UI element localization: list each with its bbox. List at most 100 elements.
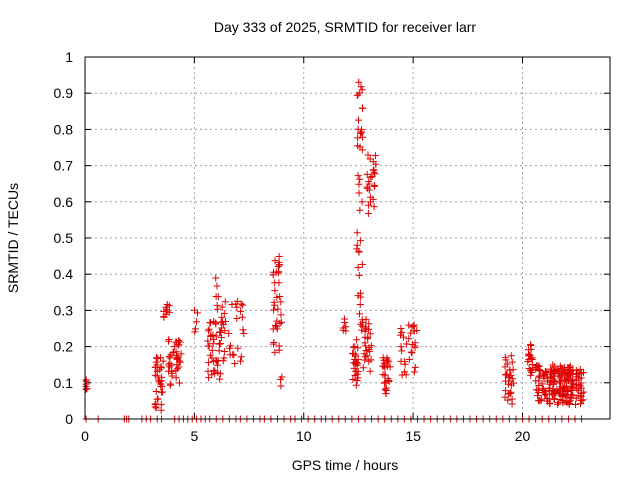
data-point bbox=[352, 358, 360, 366]
data-point bbox=[352, 352, 360, 360]
data-point bbox=[398, 328, 406, 336]
data-point bbox=[543, 368, 551, 376]
data-point bbox=[576, 370, 584, 378]
data-point bbox=[547, 365, 555, 373]
data-point bbox=[549, 369, 557, 377]
data-point bbox=[355, 248, 363, 256]
data-point bbox=[504, 396, 512, 404]
data-point bbox=[233, 314, 241, 322]
data-point bbox=[558, 383, 566, 391]
data-point bbox=[157, 406, 165, 414]
data-point bbox=[204, 367, 212, 375]
data-point bbox=[397, 324, 405, 332]
data-point bbox=[549, 391, 557, 399]
y-tick-label: 0.5 bbox=[54, 230, 74, 246]
y-axis-label: SRMTID / TECUs bbox=[5, 183, 21, 293]
data-point bbox=[580, 388, 588, 396]
data-point bbox=[356, 206, 364, 214]
data-point bbox=[233, 303, 241, 311]
data-point bbox=[218, 324, 226, 332]
data-point bbox=[215, 347, 223, 355]
data-point bbox=[158, 382, 166, 390]
data-point bbox=[208, 354, 216, 362]
data-point bbox=[368, 172, 376, 180]
data-point bbox=[542, 390, 550, 398]
data-point bbox=[363, 183, 371, 191]
data-point bbox=[225, 329, 233, 337]
data-point bbox=[152, 404, 160, 412]
data-point bbox=[167, 361, 175, 369]
data-point bbox=[273, 293, 281, 301]
data-point bbox=[505, 389, 513, 397]
data-point bbox=[232, 300, 240, 308]
data-point bbox=[177, 350, 185, 358]
data-point bbox=[357, 83, 365, 91]
data-point bbox=[157, 388, 165, 396]
data-point bbox=[353, 229, 361, 237]
data-point bbox=[577, 379, 585, 387]
data-point bbox=[209, 331, 217, 339]
data-point bbox=[278, 373, 286, 381]
data-point bbox=[380, 379, 388, 387]
data-point bbox=[354, 263, 362, 271]
data-point bbox=[221, 348, 229, 356]
data-point bbox=[173, 365, 181, 373]
data-point bbox=[550, 395, 558, 403]
data-point bbox=[411, 363, 419, 371]
data-point bbox=[532, 365, 540, 373]
data-point bbox=[411, 342, 419, 350]
data-point bbox=[408, 349, 416, 357]
data-point bbox=[220, 309, 228, 317]
data-point bbox=[269, 271, 277, 279]
data-point bbox=[151, 371, 159, 379]
data-point bbox=[210, 335, 218, 343]
data-point bbox=[354, 125, 362, 133]
data-point bbox=[357, 289, 365, 297]
data-point bbox=[356, 237, 364, 245]
data-point bbox=[349, 343, 357, 351]
y-tick-labels: 0 0.1 0.2 0.3 0.4 0.5 0.6 0.7 0.8 0.9 1 bbox=[54, 49, 74, 427]
data-point bbox=[362, 315, 370, 323]
data-point bbox=[355, 189, 363, 197]
data-point bbox=[275, 346, 283, 354]
data-point bbox=[577, 396, 585, 404]
data-point bbox=[370, 203, 378, 211]
data-point bbox=[270, 298, 278, 306]
data-point bbox=[383, 362, 391, 370]
data-point bbox=[275, 279, 283, 287]
data-point bbox=[165, 302, 173, 310]
data-point bbox=[362, 346, 370, 354]
y-tick-label: 0.8 bbox=[54, 121, 74, 137]
data-point bbox=[208, 371, 216, 379]
data-point bbox=[361, 356, 369, 364]
data-point bbox=[508, 375, 516, 383]
data-point bbox=[507, 381, 515, 389]
data-point bbox=[525, 346, 533, 354]
data-point bbox=[358, 198, 366, 206]
data-point bbox=[355, 180, 363, 188]
data-point bbox=[574, 392, 582, 400]
data-point bbox=[165, 335, 173, 343]
data-point bbox=[234, 344, 242, 352]
data-point bbox=[221, 298, 229, 306]
data-point bbox=[358, 261, 366, 269]
data-point bbox=[410, 368, 418, 376]
data-point bbox=[355, 271, 363, 279]
data-point bbox=[191, 325, 199, 333]
data-point bbox=[552, 390, 560, 398]
data-point bbox=[216, 340, 224, 348]
y-tick-label: 0.1 bbox=[54, 375, 74, 391]
data-point bbox=[575, 387, 583, 395]
data-point bbox=[550, 363, 558, 371]
data-point bbox=[367, 173, 375, 181]
y-tick-label: 0.2 bbox=[54, 339, 74, 355]
data-point bbox=[163, 307, 171, 315]
data-point bbox=[277, 318, 285, 326]
data-point bbox=[525, 364, 533, 372]
data-point bbox=[401, 368, 409, 376]
data-point bbox=[353, 241, 361, 249]
data-point bbox=[534, 392, 542, 400]
data-point bbox=[568, 384, 576, 392]
data-point bbox=[366, 347, 374, 355]
data-point bbox=[543, 397, 551, 405]
